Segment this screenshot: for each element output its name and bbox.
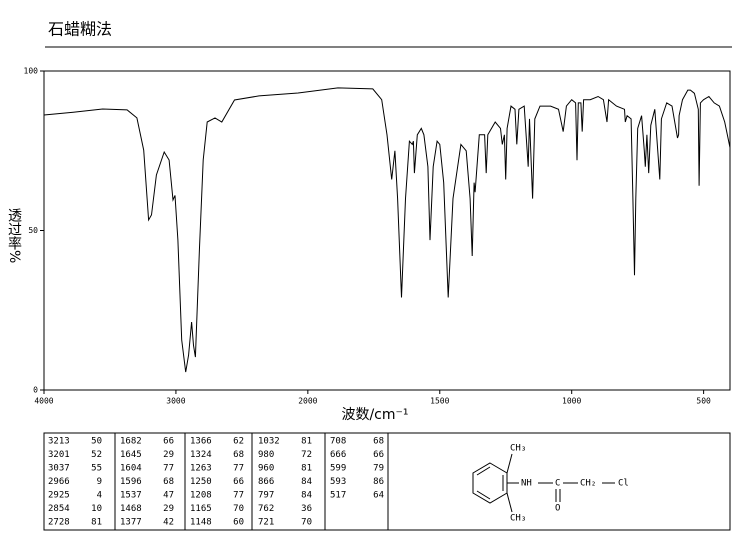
peak-wavenumber: 1324: [190, 450, 212, 460]
peak-wavenumber: 708: [330, 437, 346, 447]
peak-transmittance: 84: [301, 477, 312, 487]
peak-wavenumber: 593: [330, 477, 346, 487]
peak-wavenumber: 2728: [48, 518, 70, 528]
peak-transmittance: 81: [301, 437, 312, 447]
peak-transmittance: 55: [91, 464, 102, 474]
x-axis-label: 波数/cm⁻¹: [341, 407, 408, 423]
peak-wavenumber: 1682: [120, 437, 142, 447]
peak-wavenumber: 1032: [258, 437, 280, 447]
peak-wavenumber: 1537: [120, 491, 142, 501]
peak-wavenumber: 1165: [190, 504, 212, 514]
peak-transmittance: 66: [163, 437, 174, 447]
peak-transmittance: 86: [373, 477, 384, 487]
peak-wavenumber: 797: [258, 491, 274, 501]
peak-wavenumber: 960: [258, 464, 274, 474]
peak-transmittance: 4: [97, 491, 102, 501]
peak-transmittance: 77: [233, 491, 244, 501]
peak-wavenumber: 866: [258, 477, 274, 487]
peak-wavenumber: 762: [258, 504, 274, 514]
peak-wavenumber: 1604: [120, 464, 142, 474]
peak-wavenumber: 3201: [48, 450, 70, 460]
peak-wavenumber: 1377: [120, 518, 142, 528]
peak-wavenumber: 1596: [120, 477, 142, 487]
peak-wavenumber: 1250: [190, 477, 212, 487]
peak-wavenumber: 3037: [48, 464, 70, 474]
peak-transmittance: 81: [91, 518, 102, 528]
peak-wavenumber: 1148: [190, 518, 212, 528]
structure-label: O: [555, 504, 560, 514]
peak-transmittance: 62: [233, 437, 244, 447]
structure-label: NH: [521, 479, 532, 489]
peak-wavenumber: 2966: [48, 477, 70, 487]
peak-transmittance: 64: [373, 491, 384, 501]
peak-table-frame: [43, 432, 731, 531]
peak-wavenumber: 721: [258, 518, 274, 528]
peak-transmittance: 50: [91, 437, 102, 447]
x-tick-label: 1000: [562, 397, 581, 406]
peak-transmittance: 29: [163, 504, 174, 514]
peak-transmittance: 70: [301, 518, 312, 528]
table-dividers: [114, 433, 389, 530]
peak-transmittance: 52: [91, 450, 102, 460]
peak-transmittance: 42: [163, 518, 174, 528]
peak-wavenumber: 1208: [190, 491, 212, 501]
chart-title: 石蜡糊法: [48, 20, 112, 39]
peak-transmittance: 10: [91, 504, 102, 514]
peak-transmittance: 47: [163, 491, 174, 501]
peak-transmittance: 60: [233, 518, 244, 528]
peak-transmittance: 9: [97, 477, 102, 487]
x-tick-label: 2000: [298, 397, 317, 406]
peak-transmittance: 72: [301, 450, 312, 460]
peak-wavenumber: 599: [330, 464, 346, 474]
y-tick-label: 100: [24, 67, 39, 76]
peak-transmittance: 68: [163, 477, 174, 487]
peak-transmittance: 70: [233, 504, 244, 514]
peak-wavenumber: 666: [330, 450, 346, 460]
peak-wavenumber: 1263: [190, 464, 212, 474]
plot-frame: [43, 70, 731, 391]
structure-label: Cl: [618, 479, 629, 489]
peak-transmittance: 81: [301, 464, 312, 474]
structure-bonds: [472, 453, 615, 513]
peak-transmittance: 79: [373, 464, 384, 474]
peak-wavenumber: 980: [258, 450, 274, 460]
peak-transmittance: 77: [163, 464, 174, 474]
structure-label: CH₂: [580, 479, 596, 489]
peak-wavenumber: 2925: [48, 491, 70, 501]
spectrum-line: [43, 87, 731, 373]
peak-transmittance: 84: [301, 491, 312, 501]
peak-wavenumber: 1366: [190, 437, 212, 447]
peak-transmittance: 68: [373, 437, 384, 447]
peak-wavenumber: 1468: [120, 504, 142, 514]
peak-transmittance: 77: [233, 464, 244, 474]
peak-transmittance: 66: [233, 477, 244, 487]
peak-wavenumber: 3213: [48, 437, 70, 447]
y-tick-label: 0: [33, 386, 38, 395]
peak-transmittance: 66: [373, 450, 384, 460]
peak-transmittance: 29: [163, 450, 174, 460]
x-tick-label: 4000: [34, 397, 53, 406]
y-tick-label: 50: [28, 226, 38, 235]
x-tick-label: 1500: [430, 397, 449, 406]
peak-transmittance: 68: [233, 450, 244, 460]
structure-label: CH₃: [510, 444, 526, 454]
x-tick-label: 3000: [166, 397, 185, 406]
structure-label: CH₃: [510, 514, 526, 524]
peak-transmittance: 36: [301, 504, 312, 514]
x-tick-label: 500: [696, 397, 711, 406]
structure-label: C: [555, 479, 560, 489]
peak-wavenumber: 517: [330, 491, 346, 501]
peak-wavenumber: 2854: [48, 504, 70, 514]
y-axis-label: 透过率%: [6, 208, 22, 263]
peak-wavenumber: 1645: [120, 450, 142, 460]
